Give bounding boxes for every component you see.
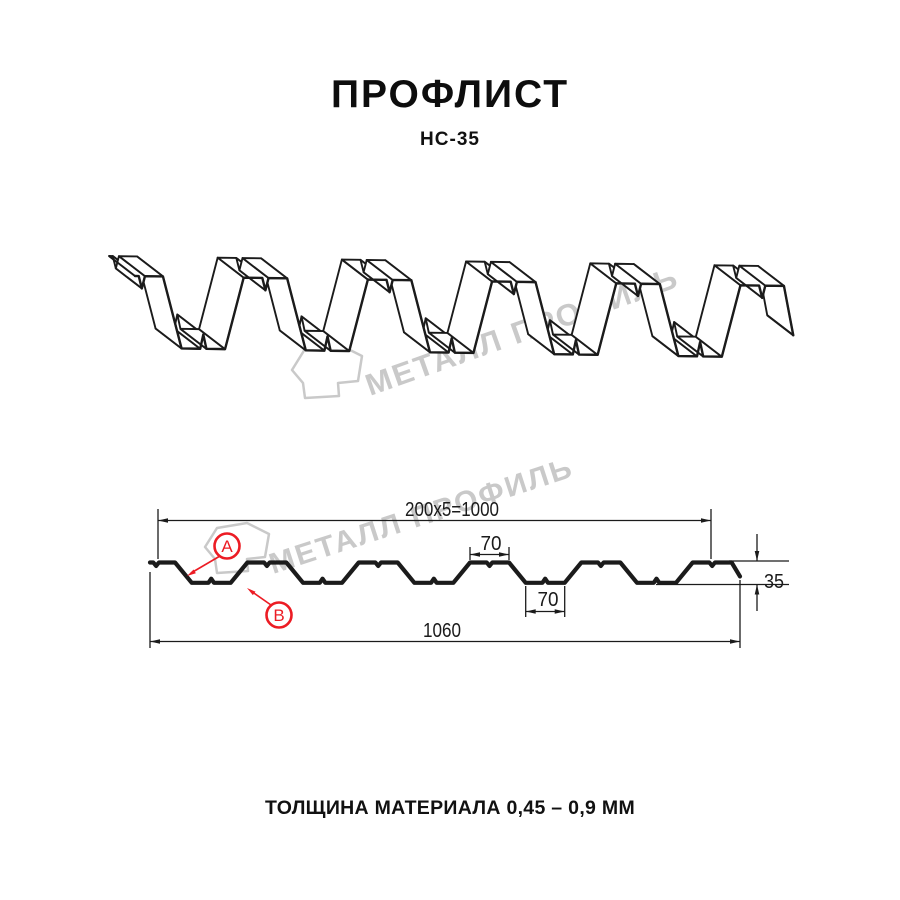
dim-coverage-width: 200x5=1000 [405, 499, 499, 521]
dim-rib-bottom-width: 70 [538, 589, 559, 611]
material-thickness-note: ТОЛЩИНА МАТЕРИАЛА 0,45 – 0,9 ММ [264, 797, 635, 819]
profile-model-label: НС-35 [420, 129, 480, 150]
callout-b-circle [265, 601, 293, 629]
dim-rib-top-width: 70 [481, 533, 502, 555]
metall-profil-logo-icon [203, 521, 271, 575]
profile-3d-view [108, 255, 795, 358]
callout-arrows [187, 555, 272, 606]
metall-profil-logo-icon [290, 342, 364, 400]
callout-a-circle [213, 532, 241, 560]
dimension-lines [149, 509, 789, 648]
page-title: ПРОФЛИСТ [330, 73, 570, 116]
dim-overall-width: 1060 [423, 620, 461, 642]
callout-a-label: А [221, 537, 233, 556]
callout-b-label: В [273, 606, 284, 625]
cross-section-profile [147, 560, 743, 585]
dim-profile-height: 35 [764, 571, 784, 593]
